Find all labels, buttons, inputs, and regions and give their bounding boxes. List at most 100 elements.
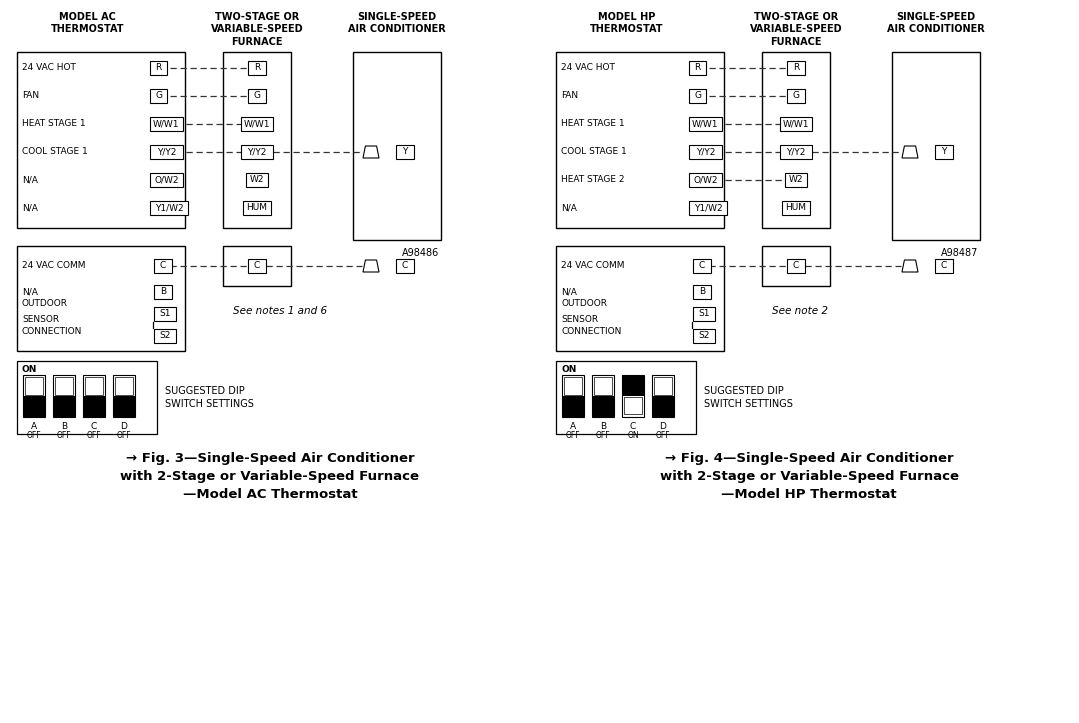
Bar <box>246 173 269 187</box>
Text: HEAT STAGE 1: HEAT STAGE 1 <box>561 119 625 129</box>
Text: SENSOR: SENSOR <box>561 315 598 323</box>
Bar <box>353 52 441 240</box>
Bar <box>935 145 953 159</box>
Text: Y: Y <box>402 147 408 156</box>
Bar <box>248 259 265 273</box>
Bar <box>782 201 810 215</box>
Text: TWO-STAGE OR
VARIABLE-SPEED
FURNACE: TWO-STAGE OR VARIABLE-SPEED FURNACE <box>750 12 843 47</box>
Text: N/A: N/A <box>561 288 577 296</box>
Text: W/W1: W/W1 <box>244 119 270 129</box>
Text: ON: ON <box>561 364 576 374</box>
Text: → Fig. 3—Single-Speed Air Conditioner
with 2-Stage or Variable-Speed Furnace
—Mo: → Fig. 3—Single-Speed Air Conditioner wi… <box>121 452 420 501</box>
Text: MODEL HP
THERMOSTAT: MODEL HP THERMOSTAT <box>590 12 664 35</box>
Bar <box>396 145 413 159</box>
Bar <box>241 145 273 159</box>
Bar <box>85 377 103 395</box>
Text: Y/Y2: Y/Y2 <box>156 147 176 156</box>
Text: 24 VAC COMM: 24 VAC COMM <box>561 262 625 270</box>
Text: O/W2: O/W2 <box>693 176 718 184</box>
Bar <box>83 396 105 417</box>
Bar <box>17 52 185 228</box>
Bar <box>652 375 674 417</box>
Text: B: B <box>699 288 705 296</box>
Text: B: B <box>160 288 166 296</box>
Text: G: G <box>694 92 701 100</box>
Text: CONNECTION: CONNECTION <box>22 327 82 335</box>
Text: W/W1: W/W1 <box>782 119 809 129</box>
Text: W2: W2 <box>249 176 264 184</box>
Bar <box>592 375 614 417</box>
Text: W2: W2 <box>789 176 803 184</box>
Text: FAN: FAN <box>22 92 39 100</box>
Bar <box>689 89 706 103</box>
Text: S2: S2 <box>160 332 170 341</box>
Bar <box>689 173 722 187</box>
Text: B: B <box>600 422 606 431</box>
Text: OFF: OFF <box>57 431 71 440</box>
Text: CONNECTION: CONNECTION <box>561 327 622 335</box>
Text: Y1/W2: Y1/W2 <box>694 203 722 213</box>
Text: OFF: OFF <box>565 431 581 440</box>
Bar <box>150 201 188 215</box>
Bar <box>892 52 980 240</box>
Bar <box>243 201 271 215</box>
Text: C: C <box>793 262 800 270</box>
Text: COOL STAGE 1: COOL STAGE 1 <box>561 147 627 156</box>
Text: N/A: N/A <box>22 288 38 296</box>
Text: Y/Y2: Y/Y2 <box>787 147 806 156</box>
Text: OFF: OFF <box>117 431 132 440</box>
Bar <box>223 246 291 286</box>
Bar <box>154 307 176 321</box>
Bar <box>762 52 830 228</box>
Bar <box>154 285 172 299</box>
Text: W/W1: W/W1 <box>692 119 719 129</box>
Bar <box>788 259 805 273</box>
Bar <box>17 361 158 434</box>
Bar <box>788 89 805 103</box>
Bar <box>113 375 135 417</box>
Bar <box>564 377 582 395</box>
Bar <box>223 52 291 228</box>
Text: C: C <box>401 262 408 270</box>
Bar <box>113 396 135 417</box>
Bar <box>55 377 73 395</box>
Bar <box>562 375 584 417</box>
Bar <box>780 145 812 159</box>
Bar <box>689 61 706 75</box>
Bar <box>592 396 614 417</box>
Bar <box>562 396 584 417</box>
Text: → Fig. 4—Single-Speed Air Conditioner
with 2-Stage or Variable-Speed Furnace
—Mo: → Fig. 4—Single-Speed Air Conditioner wi… <box>659 452 958 501</box>
Bar <box>694 285 711 299</box>
Text: B: B <box>60 422 67 431</box>
Text: C: C <box>630 422 637 431</box>
Bar <box>622 375 644 417</box>
Text: R: R <box>254 64 260 72</box>
Bar <box>652 396 674 417</box>
Text: C: C <box>941 262 947 270</box>
Text: D: D <box>659 422 667 431</box>
Text: C: C <box>254 262 260 270</box>
Bar <box>154 329 176 343</box>
Bar <box>83 375 105 417</box>
Text: S1: S1 <box>160 309 170 319</box>
Bar <box>23 396 45 417</box>
Polygon shape <box>902 260 918 272</box>
Text: 24 VAC HOT: 24 VAC HOT <box>561 64 615 72</box>
Text: OFF: OFF <box>656 431 670 440</box>
Text: TWO-STAGE OR
VARIABLE-SPEED
FURNACE: TWO-STAGE OR VARIABLE-SPEED FURNACE <box>210 12 303 47</box>
Text: Y: Y <box>941 147 946 156</box>
Text: N/A: N/A <box>22 176 38 184</box>
Text: W/W1: W/W1 <box>153 119 179 129</box>
Bar <box>689 117 722 131</box>
Text: HUM: HUM <box>786 203 806 213</box>
Bar <box>396 259 413 273</box>
Bar <box>788 61 805 75</box>
Text: 24 VAC HOT: 24 VAC HOT <box>22 64 76 72</box>
Bar <box>53 375 76 417</box>
Bar <box>693 307 715 321</box>
Text: COOL STAGE 1: COOL STAGE 1 <box>22 147 87 156</box>
Text: A: A <box>570 422 576 431</box>
Text: S2: S2 <box>698 332 710 341</box>
Bar <box>25 377 43 395</box>
Bar <box>784 173 807 187</box>
